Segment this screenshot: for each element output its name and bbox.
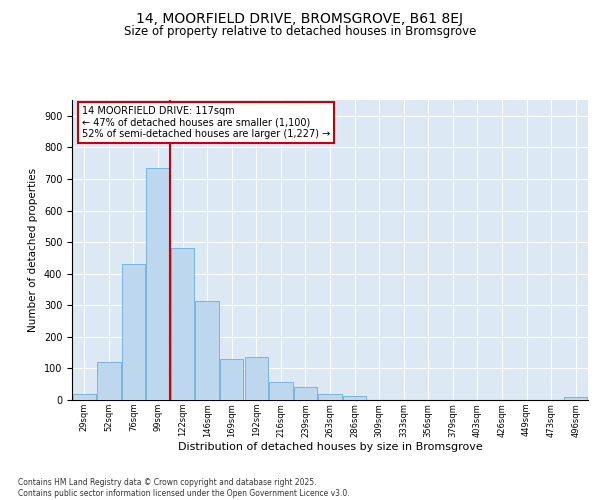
Bar (220, 359, 244, 400)
Bar (294, 386, 317, 400)
Bar (564, 397, 587, 400)
Text: Size of property relative to detached houses in Bromsgrove: Size of property relative to detached ho… (124, 25, 476, 38)
Text: Contains HM Land Registry data © Crown copyright and database right 2025.
Contai: Contains HM Land Registry data © Crown c… (18, 478, 350, 498)
Bar (97, 362, 121, 400)
Bar (343, 396, 366, 400)
Text: 14 MOORFIELD DRIVE: 117sqm
← 47% of detached houses are smaller (1,100)
52% of s: 14 MOORFIELD DRIVE: 117sqm ← 47% of deta… (82, 106, 331, 139)
Y-axis label: Number of detached properties: Number of detached properties (28, 168, 38, 332)
Text: 14, MOORFIELD DRIVE, BROMSGROVE, B61 8EJ: 14, MOORFIELD DRIVE, BROMSGROVE, B61 8EJ (137, 12, 464, 26)
Bar (319, 394, 341, 400)
X-axis label: Distribution of detached houses by size in Bromsgrove: Distribution of detached houses by size … (178, 442, 482, 452)
Bar (122, 264, 145, 400)
Bar (146, 168, 170, 400)
Bar (196, 300, 219, 400)
Bar (245, 358, 268, 400)
Bar (171, 248, 194, 400)
Bar (269, 382, 293, 400)
Bar (73, 394, 96, 400)
